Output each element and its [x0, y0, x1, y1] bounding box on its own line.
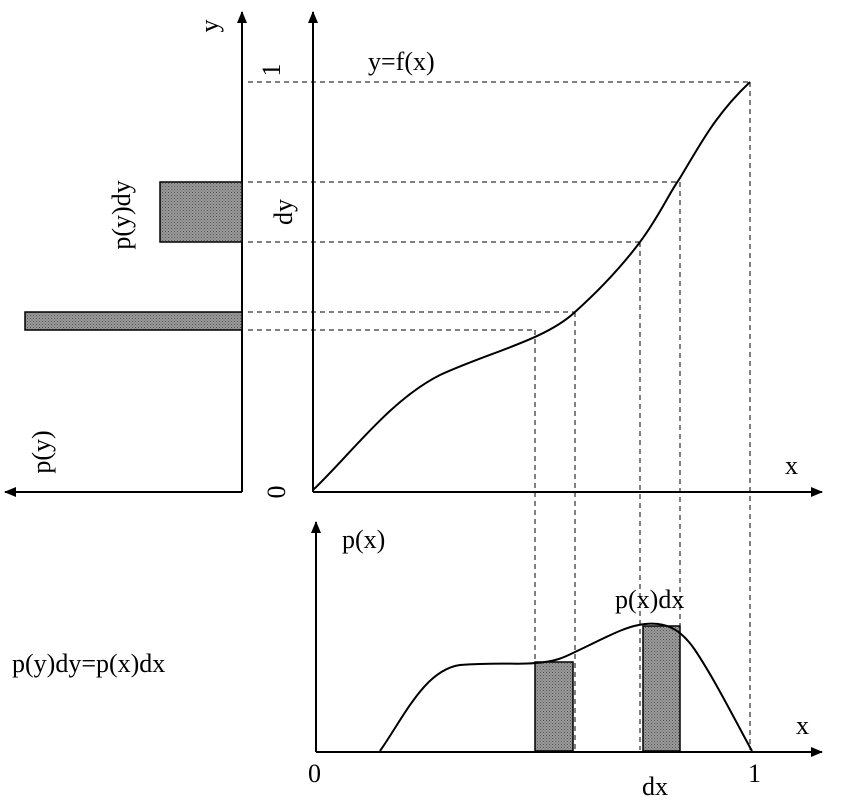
py-dy-label: p(y)dy [107, 180, 136, 249]
origin-label: 0 [262, 486, 291, 499]
dx-label: dx [642, 772, 668, 801]
py-dy-bar [159, 181, 243, 243]
py-label: p(y) [27, 430, 56, 473]
y-tick-one: 1 [257, 64, 286, 77]
curve-label: y=f(x) [368, 47, 435, 76]
bottom-origin: 0 [308, 759, 321, 788]
px-bar-left [534, 661, 574, 752]
px-curve [379, 622, 753, 752]
px-bar-right [642, 625, 681, 752]
equation: p(y)dy=p(x)dx [12, 649, 165, 678]
dy-label: dy [269, 199, 298, 225]
y-axis-label: y [195, 20, 224, 33]
x-axis-label: x [785, 451, 798, 480]
py-bar [24, 311, 243, 331]
bottom-x-label: x [796, 711, 809, 740]
px-dx-label: p(x)dx [615, 585, 684, 614]
bottom-tick-one: 1 [748, 759, 761, 788]
curve [312, 81, 751, 491]
px-label: p(x) [342, 525, 385, 554]
